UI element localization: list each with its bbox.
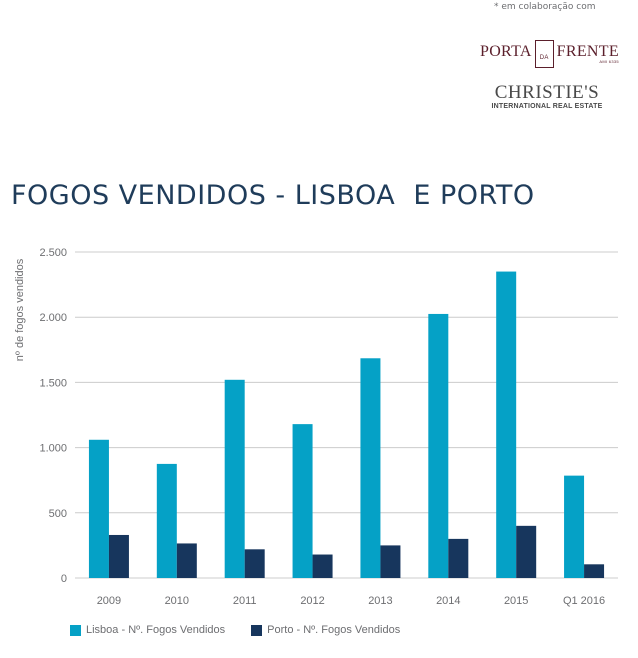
bar-porto-2015 bbox=[516, 525, 537, 578]
bar-porto-2013 bbox=[380, 545, 401, 578]
y-tick-label: 1.500 bbox=[39, 377, 67, 389]
y-tick-label: 2.500 bbox=[39, 247, 67, 259]
x-tick-label: 2015 bbox=[504, 595, 528, 607]
logo-porta-word: PORTA bbox=[480, 43, 532, 60]
bar-lisboa-2011 bbox=[224, 379, 245, 578]
bar-porto-2012 bbox=[312, 554, 333, 578]
legend-swatch-lisboa bbox=[70, 624, 81, 636]
bar-lisboa-2009 bbox=[88, 439, 109, 578]
x-tick-label: 2013 bbox=[368, 595, 392, 607]
christies-subtitle: INTERNATIONAL REAL ESTATE bbox=[491, 103, 603, 110]
bar-porto-2010 bbox=[176, 543, 197, 578]
y-tick-label: 1.000 bbox=[39, 443, 67, 455]
x-tick-label: Q1 2016 bbox=[563, 595, 605, 607]
chart-title: FOGOS VENDIDOS - LISBOA E PORTO bbox=[11, 180, 535, 211]
bar-lisboa-2015 bbox=[496, 271, 517, 578]
bar-lisboa-2013 bbox=[360, 358, 381, 578]
christies-wordmark: CHRISTIE'S bbox=[494, 82, 600, 103]
bar-lisboa-q1-2016 bbox=[564, 475, 585, 578]
christies-logo: CHRISTIE'S INTERNATIONAL REAL ESTATE bbox=[482, 83, 612, 111]
bar-porto-2011 bbox=[244, 549, 265, 578]
legend-label-porto: Porto - Nº. Fogos Vendidos bbox=[267, 624, 401, 636]
bar-porto-2009 bbox=[108, 534, 129, 578]
porta-da-frente-logo: PORTA DA FRENTE AMI 6335 bbox=[480, 38, 619, 68]
bar-lisboa-2010 bbox=[156, 463, 177, 578]
x-tick-label: 2014 bbox=[436, 595, 460, 607]
x-tick-label: 2009 bbox=[97, 595, 121, 607]
bar-lisboa-2014 bbox=[428, 313, 449, 578]
logo-frente-word: FRENTE bbox=[556, 43, 619, 60]
bar-porto-q1-2016 bbox=[584, 564, 605, 578]
collaboration-note: * em colaboração com bbox=[494, 2, 596, 12]
y-tick-label: 2.000 bbox=[39, 312, 67, 324]
bar-porto-2014 bbox=[448, 538, 469, 578]
x-tick-label: 2011 bbox=[233, 595, 257, 607]
legend-item-lisboa: Lisboa - Nº. Fogos Vendidos bbox=[70, 624, 225, 636]
x-tick-label: 2012 bbox=[300, 595, 324, 607]
legend-label-lisboa: Lisboa - Nº. Fogos Vendidos bbox=[86, 624, 226, 636]
logo-da-box: DA bbox=[534, 40, 554, 68]
legend-swatch-porto bbox=[251, 624, 263, 636]
logo-ami-number: AMI 6335 bbox=[599, 59, 619, 64]
y-tick-label: 0 bbox=[61, 573, 67, 585]
x-tick-label: 2010 bbox=[165, 595, 189, 607]
chart-legend: Lisboa - Nº. Fogos Vendidos Porto - Nº. … bbox=[70, 624, 400, 636]
y-tick-label: 500 bbox=[49, 508, 67, 520]
legend-item-porto: Porto - Nº. Fogos Vendidos bbox=[251, 624, 400, 636]
bar-lisboa-2012 bbox=[292, 424, 313, 578]
